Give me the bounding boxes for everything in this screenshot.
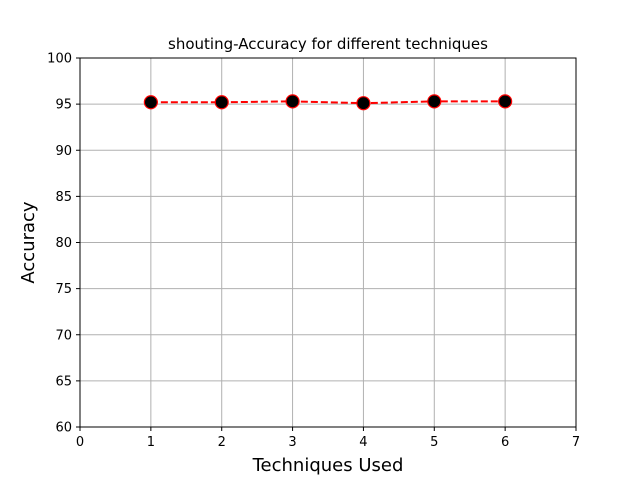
- x-axis-title: Techniques Used: [252, 455, 404, 476]
- x-tick-label: 7: [572, 435, 580, 450]
- x-tick-label: 3: [288, 435, 296, 450]
- y-tick-label: 60: [55, 421, 72, 436]
- chart-title: shouting-Accuracy for different techniqu…: [168, 35, 488, 53]
- series-line: [150, 100, 506, 105]
- data-point: [498, 94, 513, 109]
- y-tick-label: 70: [55, 328, 72, 343]
- data-point: [143, 95, 158, 110]
- y-tick-label: 90: [55, 144, 72, 159]
- data-point: [356, 96, 371, 111]
- series-layer: [143, 94, 513, 111]
- y-tick-label: 95: [55, 98, 72, 113]
- x-tick-label: 5: [430, 435, 438, 450]
- x-tick-label: 4: [359, 435, 367, 450]
- y-tick-label: 80: [55, 236, 72, 251]
- y-axis-title: Accuracy: [18, 201, 39, 284]
- axis-ticks: 0 1 2 3 4 5 6 7 60 65 70 75 80 85 90 95 100: [47, 52, 580, 451]
- x-tick-label: 2: [218, 435, 226, 450]
- data-point: [427, 94, 442, 109]
- x-tick-label: 6: [501, 435, 509, 450]
- data-point: [285, 94, 300, 109]
- y-tick-label: 100: [47, 52, 72, 67]
- y-tick-label: 65: [55, 374, 72, 389]
- data-point: [214, 95, 229, 110]
- x-tick-label: 0: [76, 435, 84, 450]
- y-tick-label: 85: [55, 190, 72, 205]
- y-tick-label: 75: [55, 282, 72, 297]
- x-tick-label: 1: [147, 435, 155, 450]
